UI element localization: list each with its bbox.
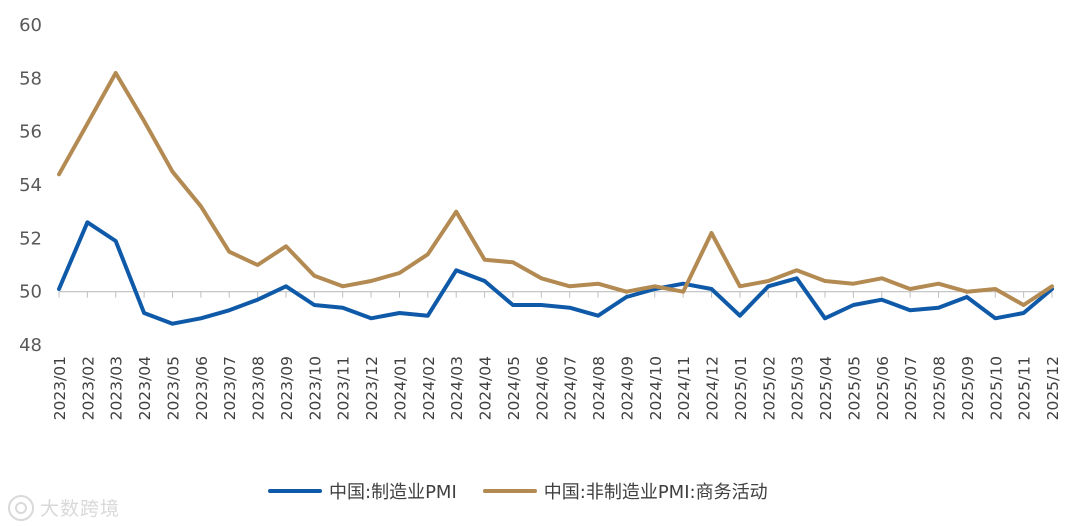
legend-label-manufacturing: 中国:制造业PMI [329, 482, 457, 503]
x-tick-label: 2024/04 [477, 356, 495, 420]
legend-item-manufacturing: 中国:制造业PMI [268, 478, 457, 504]
x-tick-label: 2024/03 [448, 356, 466, 420]
y-tick-label: 60 [19, 15, 42, 36]
y-axis: 48 50 52 54 56 58 60 [19, 15, 42, 356]
x-tick-label: 2024/12 [704, 356, 722, 420]
x-tick-label: 2025/03 [789, 356, 807, 420]
logo-icon [8, 494, 34, 521]
y-tick-label: 56 [19, 122, 42, 143]
x-tick-label: 2024/06 [533, 356, 551, 420]
x-tick-label: 2024/09 [618, 356, 636, 420]
x-tick-label: 2024/07 [562, 356, 580, 420]
x-tick-label: 2023/09 [278, 356, 296, 420]
x-tick-label: 2024/08 [590, 356, 608, 420]
watermark-text: 大数跨境 [40, 498, 121, 520]
x-tick-label: 2024/02 [420, 356, 438, 420]
series-line-non-manufacturing-pmi [57, 71, 1054, 307]
series-lines [57, 71, 1054, 326]
x-tick-label: 2023/01 [51, 356, 69, 420]
x-tick-label: 2025/09 [959, 356, 977, 420]
y-tick-label: 48 [19, 335, 42, 356]
x-tick-label: 2024/10 [647, 356, 665, 420]
legend: 中国:制造业PMI 中国:非制造业PMI:商务活动 [268, 478, 794, 504]
x-tick-label: 2025/07 [902, 356, 920, 420]
series-line-manufacturing-pmi [57, 220, 1054, 326]
x-tick-label: 2025/01 [732, 356, 750, 420]
x-tick-label: 2023/04 [136, 356, 154, 420]
x-axis: 2023/01 2023/02 2023/03 2023/04 2023/05 2023/… [51, 291, 1062, 420]
x-tick-label: 2023/05 [164, 356, 182, 420]
y-tick-label: 52 [19, 228, 42, 249]
x-tick-label: 2023/06 [193, 356, 211, 420]
x-tick-label: 2024/11 [675, 356, 693, 420]
legend-swatch-manufacturing [268, 489, 322, 493]
x-tick-label: 2025/04 [817, 356, 835, 420]
y-tick-label: 54 [19, 175, 42, 196]
x-tick-label: 2024/01 [391, 356, 409, 420]
x-tick-label: 2023/08 [250, 356, 268, 420]
x-tick-label: 2023/03 [108, 356, 126, 420]
x-tick-label: 2023/02 [79, 356, 97, 420]
x-tick-label: 2023/12 [363, 356, 381, 420]
x-tick-label: 2023/10 [306, 356, 324, 420]
x-tick-label: 2023/07 [221, 356, 239, 420]
y-tick-label: 50 [19, 282, 42, 303]
x-tick-label: 2025/08 [931, 356, 949, 420]
x-tick-label: 2025/12 [1044, 356, 1062, 420]
x-tick-label: 2025/10 [987, 356, 1005, 420]
legend-swatch-non-manufacturing [482, 489, 537, 493]
x-tick-label: 2025/11 [1016, 356, 1034, 420]
x-tick-label: 2025/05 [845, 356, 863, 420]
legend-label-non-manufacturing: 中国:非制造业PMI:商务活动 [543, 482, 768, 503]
watermark: 大数跨境 [8, 494, 120, 521]
x-tick-label: 2025/06 [874, 356, 892, 420]
y-tick-label: 58 [19, 68, 42, 89]
x-tick-label: 2025/02 [760, 356, 778, 420]
x-tick-label: 2024/05 [505, 356, 523, 420]
legend-item-non-manufacturing: 中国:非制造业PMI:商务活动 [482, 478, 768, 504]
x-tick-label: 2023/11 [335, 356, 353, 420]
